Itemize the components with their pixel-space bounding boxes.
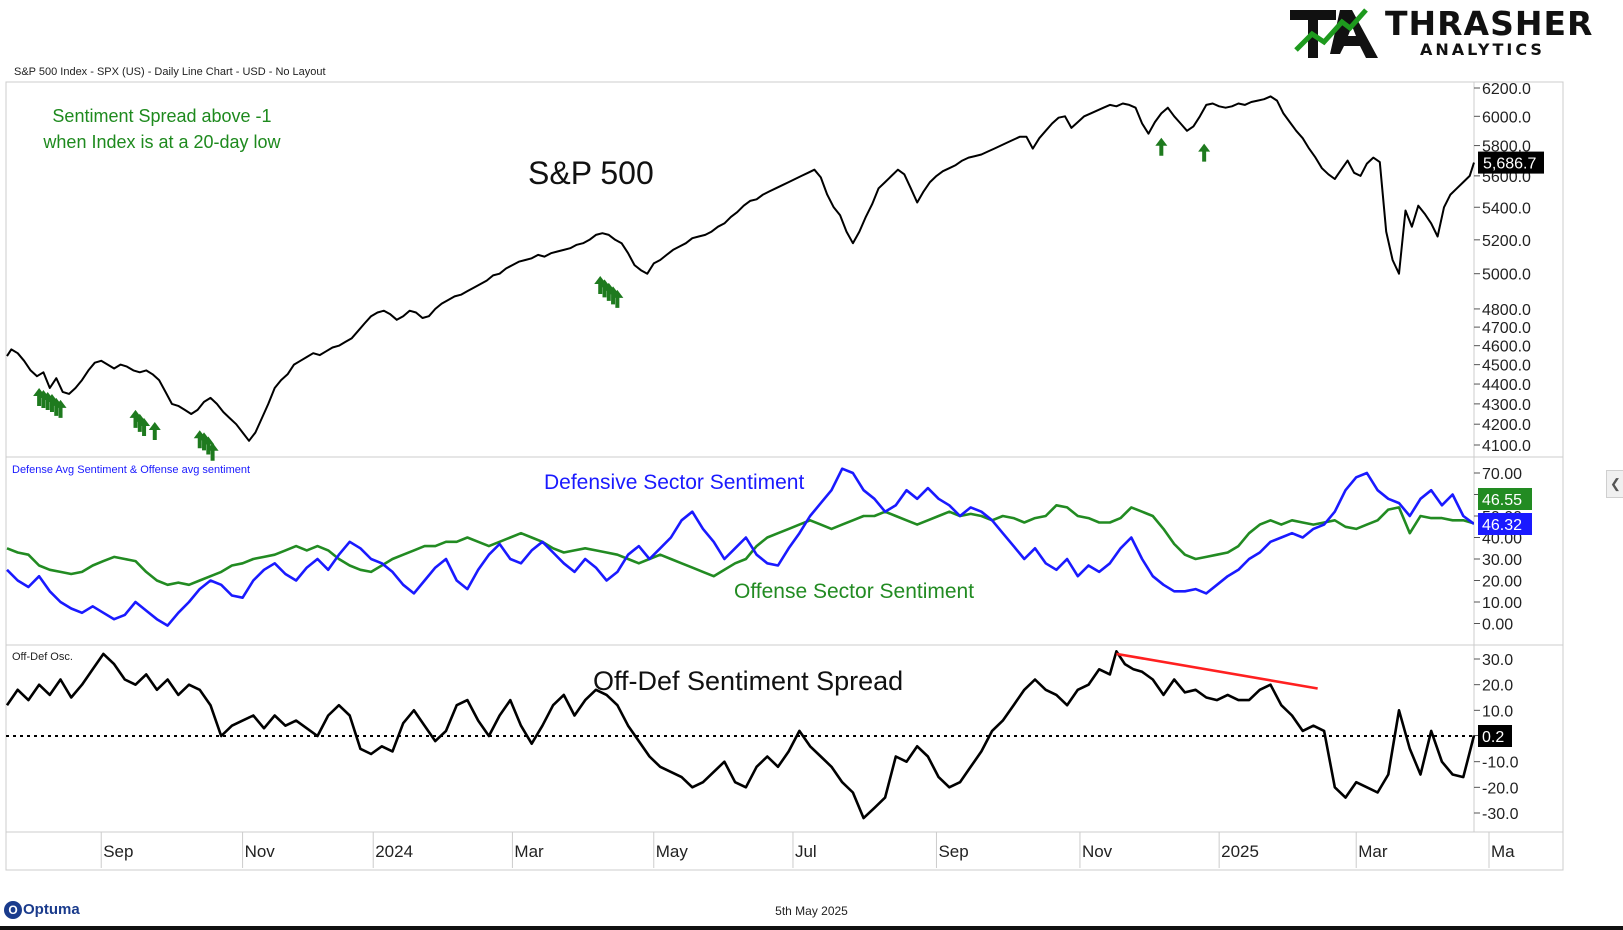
defensive-last-value: 46.32 (1482, 517, 1522, 534)
footer-date: 5th May 2025 (775, 904, 848, 918)
brand-name: THRASHER (1385, 4, 1594, 43)
price-line (6, 95, 1475, 442)
price-tick-label: 4700.0 (1482, 320, 1531, 337)
sentiment-tick-label: 0.00 (1482, 617, 1513, 634)
x-axis-label: Sep (103, 842, 133, 861)
x-axis-label: Jul (795, 842, 817, 861)
price-tick-label: 4200.0 (1482, 417, 1531, 434)
buy-arrow-icon (594, 275, 607, 294)
x-axis-label: 2025 (1221, 842, 1259, 861)
x-axis-label: May (656, 842, 689, 861)
buy-arrow-icon (45, 393, 58, 412)
thrasher-logo-icon (1290, 8, 1378, 58)
buy-arrow-icon (206, 442, 219, 461)
osc-tick-label: -20.0 (1482, 780, 1519, 797)
osc-tick-label: 30.0 (1482, 652, 1513, 669)
price-tick-label: 4100.0 (1482, 438, 1531, 455)
osc-trendline (1116, 652, 1318, 690)
offense-last-badge (1478, 488, 1532, 510)
buy-arrow-icon (611, 289, 624, 308)
buy-arrow-icon (138, 417, 151, 436)
price-tick-label: 4800.0 (1482, 302, 1531, 319)
price-tick-label: 4400.0 (1482, 377, 1531, 394)
sentiment-tick-label: 70.00 (1482, 466, 1522, 483)
price-tick-label: 4500.0 (1482, 358, 1531, 375)
optuma-logo: O Optuma (4, 901, 80, 920)
buy-arrow-icon (1155, 137, 1168, 156)
price-last-value: 5,686.7 (1483, 156, 1536, 173)
chart-title: S&P 500 Index - SPX (US) - Daily Line Ch… (14, 66, 326, 78)
chart-frame (5, 81, 1564, 871)
price-tick-label: 5200.0 (1482, 233, 1531, 250)
price-note-line1: Sentiment Spread above -1 (52, 106, 271, 126)
buy-arrow-icon (133, 413, 146, 432)
price-tick-label: 6200.0 (1482, 81, 1531, 98)
x-axis-label: Nov (1082, 842, 1113, 861)
buy-arrow-icon (202, 436, 215, 455)
osc-line (5, 649, 1476, 820)
price-tick-label: 6000.0 (1482, 109, 1531, 126)
offense-last-value: 46.55 (1482, 492, 1522, 509)
x-axis-label: Mar (514, 842, 544, 861)
x-axis-label: Mar (1358, 842, 1388, 861)
buy-arrow-icon (148, 422, 161, 441)
x-axis-label: Ma (1491, 842, 1515, 861)
bottom-border (0, 926, 1623, 930)
price-annotation-title: S&P 500 (528, 155, 654, 191)
buy-arrow-icon (602, 282, 615, 301)
collapse-panel-button[interactable]: ❮ (1606, 470, 1623, 498)
buy-arrow-icon (598, 279, 611, 298)
osc-tick-label: -30.0 (1482, 806, 1519, 823)
offense-series-label: Offense Sector Sentiment (734, 580, 974, 603)
osc-annotation-title: Off-Def Sentiment Spread (593, 666, 903, 696)
price-tick-label: 4600.0 (1482, 339, 1531, 356)
defensive-last-badge (1478, 513, 1532, 535)
optuma-label: Optuma (23, 901, 80, 918)
defensive-series-label: Defensive Sector Sentiment (544, 471, 804, 494)
price-tick-label: 5800.0 (1482, 139, 1531, 156)
x-axis-label: Nov (245, 842, 276, 861)
defensive-line (6, 467, 1474, 627)
price-tick-label: 5400.0 (1482, 200, 1531, 217)
price-note-line2: when Index is at a 20-day low (42, 132, 281, 152)
x-axis-label: Sep (938, 842, 968, 861)
brand-sub: ANALYTICS (1420, 40, 1545, 59)
sentiment-tick-label: 20.00 (1482, 574, 1522, 591)
osc-tick-label: 20.0 (1482, 678, 1513, 695)
osc-last-value: 0.2 (1482, 729, 1504, 746)
optuma-icon: O (4, 901, 22, 920)
osc-panel-label: Off-Def Osc. (12, 651, 73, 663)
buy-arrow-icon (129, 409, 142, 428)
sentiment-panel-label: Defense Avg Sentiment & Offense avg sent… (12, 464, 250, 476)
sentiment-tick-label: 30.00 (1482, 552, 1522, 569)
sentiment-tick-label: 10.00 (1482, 595, 1522, 612)
buy-arrow-icon (607, 286, 620, 305)
osc-tick-label: 10.0 (1482, 703, 1513, 720)
osc-tick-label: -10.0 (1482, 755, 1519, 772)
x-axis-label: 2024 (375, 842, 413, 861)
price-tick-label: 5000.0 (1482, 267, 1531, 284)
price-last-badge (1478, 151, 1544, 174)
buy-arrow-icon (1198, 143, 1211, 162)
offense-line (6, 503, 1474, 587)
price-tick-label: 4300.0 (1482, 397, 1531, 414)
buy-arrow-icon (198, 432, 211, 451)
buy-arrow-icon (54, 399, 67, 418)
osc-last-badge (1478, 725, 1512, 747)
